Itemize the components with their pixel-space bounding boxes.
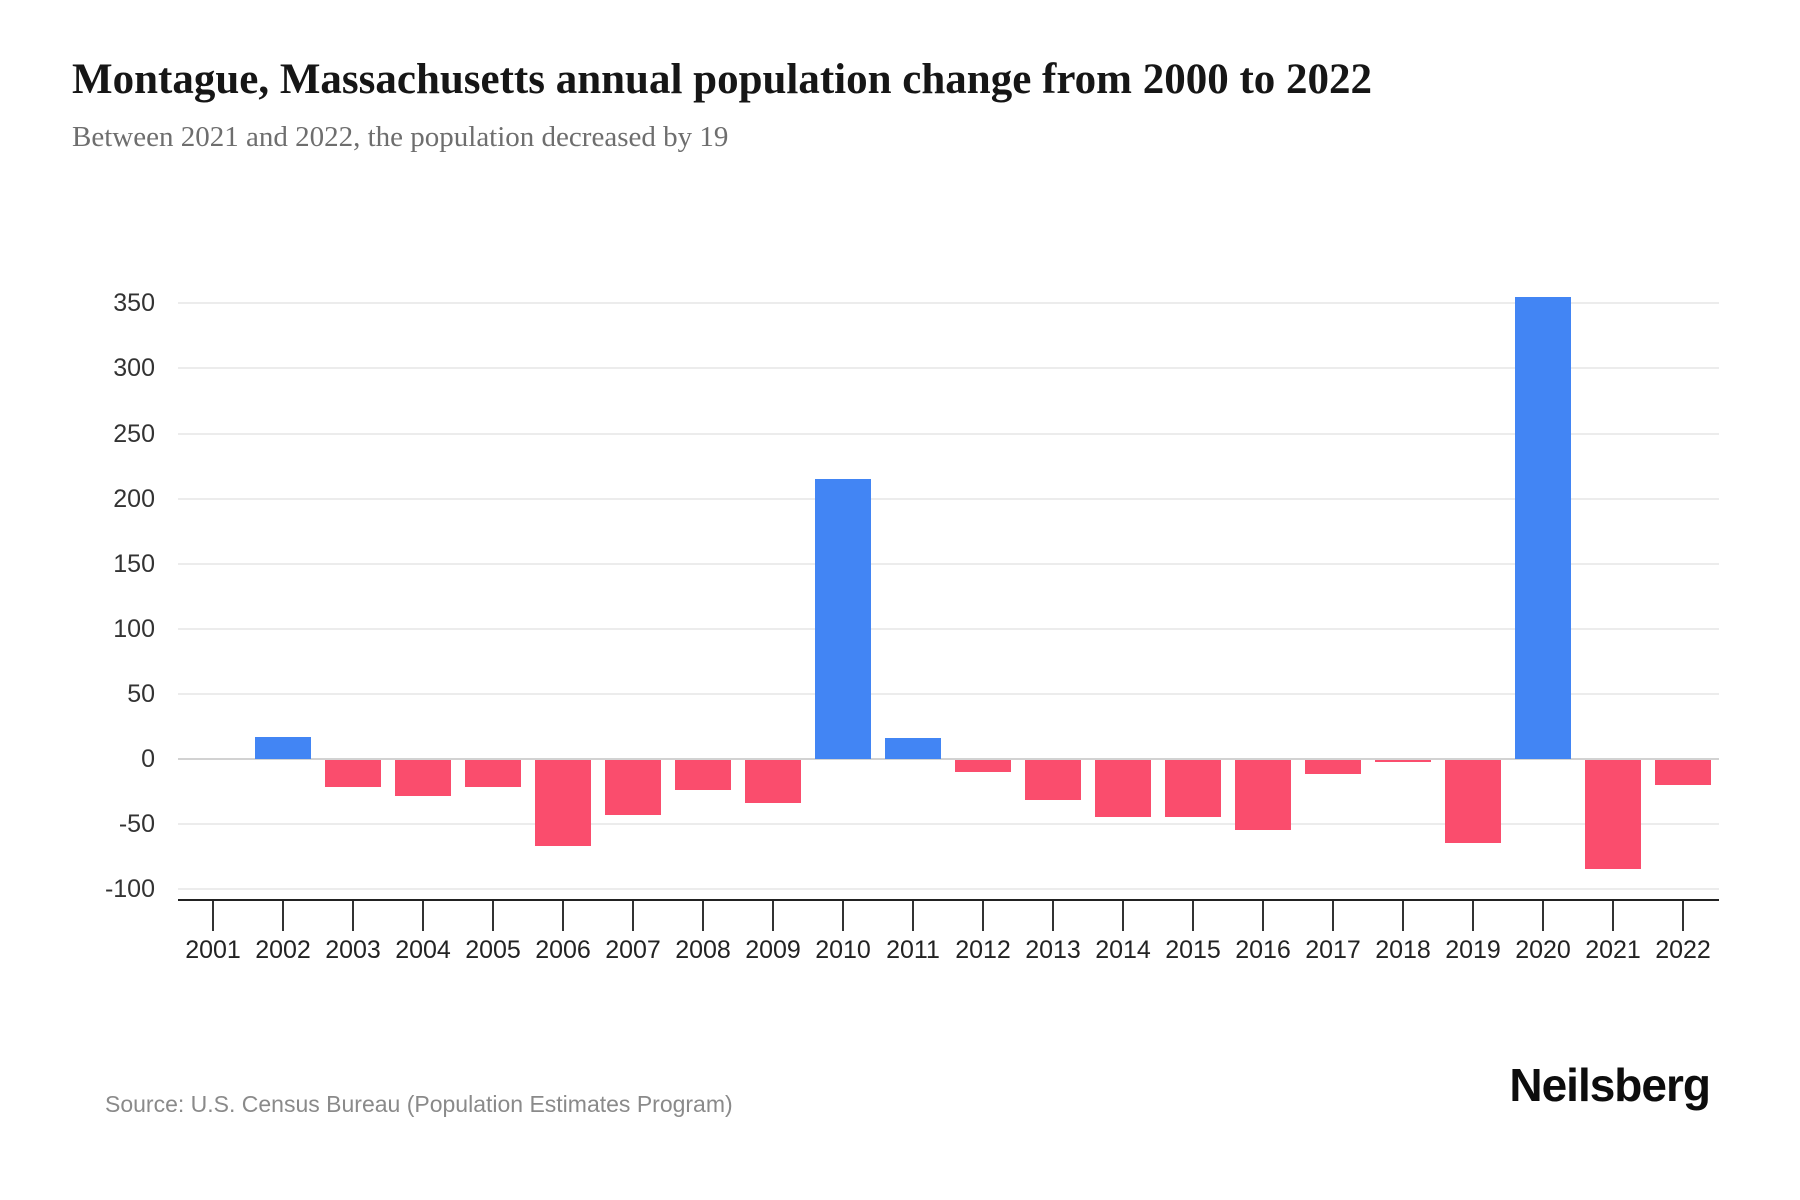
x-axis-tick-label: 2022: [1655, 936, 1711, 964]
bar-2012[interactable]: [955, 760, 1011, 772]
x-axis-tick: [632, 901, 634, 931]
bar-2009[interactable]: [745, 760, 801, 803]
x-axis-tick-label: 2007: [605, 936, 661, 964]
source-note: Source: U.S. Census Bureau (Population E…: [105, 1091, 733, 1117]
x-axis-tick: [982, 901, 984, 931]
x-axis-tick: [352, 901, 354, 931]
neilsberg-logo: Neilsberg: [1509, 1059, 1711, 1111]
x-axis-tick-label: 2017: [1305, 936, 1361, 964]
bar-2003[interactable]: [325, 760, 381, 787]
y-axis-tick-label: 50: [127, 680, 155, 708]
y-axis-tick-label: 100: [113, 615, 155, 643]
x-axis-tick: [1122, 901, 1124, 931]
x-axis-tick: [492, 901, 494, 931]
gridline-y-250: [178, 433, 1719, 435]
x-axis-tick-label: 2001: [185, 936, 241, 964]
bar-2010[interactable]: [815, 479, 871, 759]
x-axis-tick-label: 2009: [745, 936, 801, 964]
bar-2018[interactable]: [1375, 760, 1431, 762]
bar-2017[interactable]: [1305, 760, 1361, 774]
gridline-y-50: [178, 693, 1719, 695]
x-axis-tick-label: 2016: [1235, 936, 1291, 964]
bar-2014[interactable]: [1095, 760, 1151, 817]
x-axis-tick: [282, 901, 284, 931]
x-axis-tick: [422, 901, 424, 931]
x-axis-tick-label: 2010: [815, 936, 871, 964]
bar-2013[interactable]: [1025, 760, 1081, 800]
x-axis-tick-label: 2002: [255, 936, 311, 964]
y-axis-tick-label: 250: [113, 420, 155, 448]
bar-2002[interactable]: [255, 737, 311, 759]
bar-2006[interactable]: [535, 760, 591, 846]
bar-2019[interactable]: [1445, 760, 1501, 843]
y-axis-tick-label: 350: [113, 289, 155, 317]
chart-title: Montague, Massachusetts annual populatio…: [72, 56, 1373, 103]
x-axis-tick-label: 2005: [465, 936, 521, 964]
bar-2008[interactable]: [675, 760, 731, 790]
y-axis-tick-label: 200: [113, 485, 155, 513]
x-axis-tick: [702, 901, 704, 931]
x-axis-tick: [1402, 901, 1404, 931]
x-axis-tick-label: 2012: [955, 936, 1011, 964]
x-axis-tick-label: 2003: [325, 936, 381, 964]
gridline-y-0: [178, 758, 1719, 760]
y-axis-tick-label: 150: [113, 550, 155, 578]
bar-2011[interactable]: [885, 738, 941, 759]
x-axis-tick: [1612, 901, 1614, 931]
gridline-y-150: [178, 563, 1719, 565]
x-axis-tick-label: 2014: [1095, 936, 1151, 964]
x-axis-tick-label: 2006: [535, 936, 591, 964]
x-axis-tick-label: 2015: [1165, 936, 1221, 964]
x-axis-tick: [842, 901, 844, 931]
gridline-y-200: [178, 498, 1719, 500]
bar-2004[interactable]: [395, 760, 451, 796]
x-axis-tick-label: 2008: [675, 936, 731, 964]
x-axis-tick: [562, 901, 564, 931]
x-axis-tick-label: 2013: [1025, 936, 1081, 964]
x-axis-tick: [1472, 901, 1474, 931]
gridline-y--50: [178, 823, 1719, 825]
x-axis-tick: [212, 901, 214, 931]
x-axis-tick: [1192, 901, 1194, 931]
gridline-y-300: [178, 367, 1719, 369]
bar-2016[interactable]: [1235, 760, 1291, 830]
bar-2020[interactable]: [1515, 297, 1571, 759]
x-axis-tick: [1262, 901, 1264, 931]
x-axis-tick: [1542, 901, 1544, 931]
x-axis-tick: [1332, 901, 1334, 931]
chart-subtitle: Between 2021 and 2022, the population de…: [72, 121, 729, 153]
gridline-y--100: [178, 888, 1719, 890]
x-axis-tick-label: 2011: [886, 936, 940, 964]
x-axis-tick-label: 2019: [1445, 936, 1501, 964]
y-axis-tick-label: 0: [141, 745, 155, 773]
y-axis-tick-label: 300: [113, 354, 155, 382]
x-axis-tick: [772, 901, 774, 931]
x-axis-tick-label: 2020: [1515, 936, 1571, 964]
bar-2015[interactable]: [1165, 760, 1221, 817]
x-axis-tick-label: 2018: [1375, 936, 1431, 964]
x-axis-tick-label: 2021: [1585, 936, 1641, 964]
x-axis-line: [178, 899, 1719, 901]
x-axis-tick-label: 2004: [395, 936, 451, 964]
x-axis-tick: [912, 901, 914, 931]
y-axis-tick-label: -50: [118, 810, 155, 838]
x-axis-tick: [1682, 901, 1684, 931]
y-axis-tick-label: -100: [104, 875, 155, 903]
gridline-y-100: [178, 628, 1719, 630]
bar-2021[interactable]: [1585, 760, 1641, 869]
bar-2022[interactable]: [1655, 760, 1711, 785]
bar-2007[interactable]: [605, 760, 661, 815]
bar-2005[interactable]: [465, 760, 521, 787]
x-axis-tick: [1052, 901, 1054, 931]
gridline-y-350: [178, 302, 1719, 304]
